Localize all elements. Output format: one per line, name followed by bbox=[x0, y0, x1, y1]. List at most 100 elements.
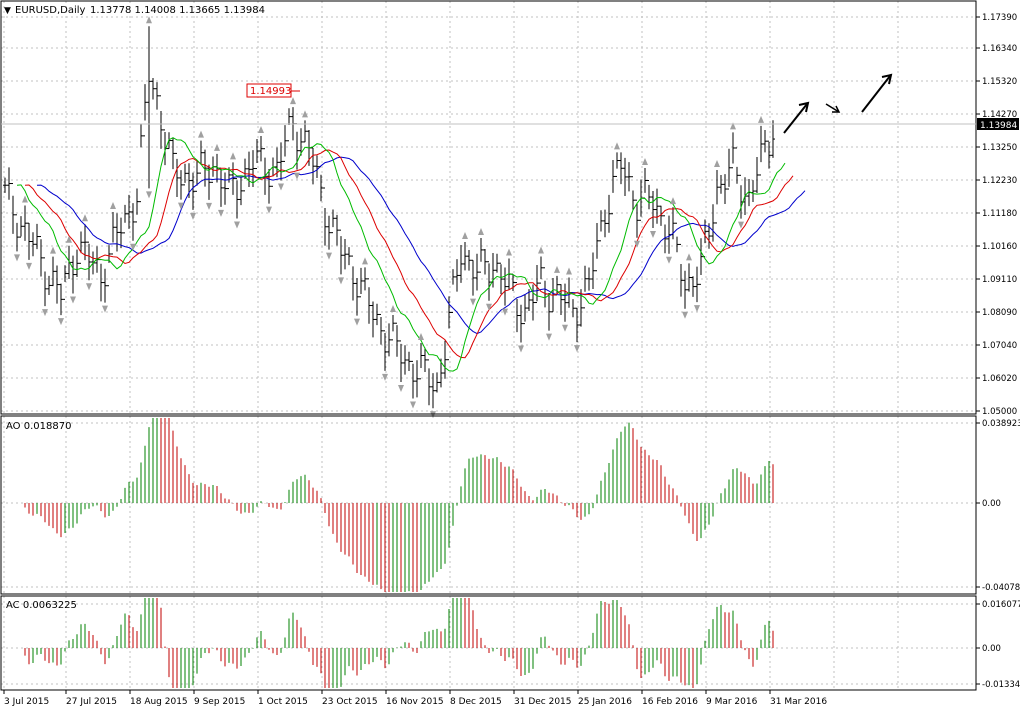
ac-panel-frame[interactable] bbox=[0, 595, 977, 691]
ohlc-label: 1.13778 1.14008 1.13665 1.13984 bbox=[90, 5, 265, 16]
fractal-down-marker bbox=[502, 308, 508, 316]
x-tick-label: 3 Jul 2015 bbox=[4, 697, 49, 707]
alligator-lines bbox=[16, 137, 806, 372]
price-y-tick-label: 1.17390 bbox=[982, 13, 1017, 23]
price-y-tick-label: 1.08090 bbox=[982, 308, 1017, 318]
fractal-up-marker bbox=[670, 197, 676, 205]
x-tick-label: 9 Mar 2016 bbox=[706, 697, 758, 707]
symbol-label: EURUSD,Daily bbox=[15, 5, 86, 16]
x-tick-label: 18 Aug 2015 bbox=[130, 697, 188, 707]
fractal-up-marker bbox=[642, 158, 648, 166]
current-price-badge bbox=[977, 118, 1019, 130]
fractal-down-marker bbox=[382, 373, 388, 381]
fractal-up-marker bbox=[198, 130, 204, 138]
fractal-up-marker bbox=[714, 159, 720, 167]
fractal-up-marker bbox=[462, 232, 468, 240]
fractal-down-marker bbox=[294, 172, 300, 180]
ao-histogram bbox=[24, 418, 774, 592]
fractal-down-marker bbox=[682, 311, 688, 319]
fractal-down-marker bbox=[70, 296, 76, 304]
ao-y-tick-label: 0.00 bbox=[982, 499, 1001, 509]
x-tick-label: 23 Oct 2015 bbox=[322, 697, 378, 707]
ac-title: AC 0.0063225 bbox=[6, 600, 77, 611]
up-right-arrow-icon bbox=[783, 101, 810, 134]
fractal-down-marker bbox=[694, 305, 700, 313]
fractal-down-marker bbox=[486, 303, 492, 311]
fractal-down-marker bbox=[42, 309, 48, 317]
fractal-down-marker bbox=[234, 221, 240, 229]
price-y-tick-label: 1.16340 bbox=[982, 44, 1017, 54]
marker-label: 1.14993 bbox=[250, 86, 291, 97]
fractal-up-marker bbox=[418, 333, 424, 341]
fractal-down-marker bbox=[666, 256, 672, 264]
fractal-down-marker bbox=[146, 191, 152, 199]
x-tick-label: 31 Dec 2015 bbox=[514, 697, 572, 707]
x-tick-label: 16 Nov 2015 bbox=[386, 697, 444, 707]
ao-panel-frame[interactable] bbox=[0, 415, 977, 595]
fractal-down-marker bbox=[518, 345, 524, 353]
fractal-down-marker bbox=[650, 231, 656, 239]
x-tick-label: 31 Mar 2016 bbox=[770, 697, 827, 707]
price-y-tick-label: 1.06020 bbox=[982, 374, 1017, 384]
fractal-down-marker bbox=[218, 209, 224, 217]
dropdown-triangle-icon[interactable]: ▼ bbox=[4, 6, 11, 16]
ao-y-tick-label: -0.040788 bbox=[982, 583, 1020, 593]
x-tick-label: 25 Jan 2016 bbox=[578, 697, 632, 707]
fractal-down-marker bbox=[326, 252, 332, 260]
fractal-up-marker bbox=[566, 267, 572, 275]
up-right-arrow-icon bbox=[861, 73, 893, 113]
ao-y-tick-label: 0.038923 bbox=[982, 419, 1020, 429]
ac-y-tick-label: -0.013346 bbox=[982, 680, 1020, 690]
fractal-up-marker bbox=[290, 97, 296, 105]
fractal-down-marker bbox=[738, 221, 744, 229]
price-panel-frame[interactable] bbox=[0, 0, 977, 415]
fractal-down-marker bbox=[338, 277, 344, 285]
down-right-arrow-icon bbox=[825, 103, 841, 113]
fractal-down-marker bbox=[190, 212, 196, 220]
fractal-up-marker bbox=[538, 246, 544, 254]
x-tick-label: 27 Jul 2015 bbox=[66, 697, 117, 707]
fractal-down-marker bbox=[562, 324, 568, 332]
alligator-teeth-line bbox=[24, 149, 794, 359]
fractal-down-marker bbox=[26, 262, 32, 270]
fractal-down-marker bbox=[430, 411, 436, 419]
fractal-markers bbox=[14, 16, 764, 419]
fractal-down-marker bbox=[546, 333, 552, 341]
fractal-down-marker bbox=[470, 298, 476, 306]
price-y-tick-label: 1.05000 bbox=[982, 407, 1017, 417]
fractal-down-marker bbox=[86, 283, 92, 291]
fractal-down-marker bbox=[130, 243, 136, 251]
fractal-up-marker bbox=[362, 257, 368, 265]
fractal-down-marker bbox=[354, 318, 360, 326]
ac-y-tick-label: 0.00 bbox=[982, 644, 1001, 654]
fractal-down-marker bbox=[58, 318, 64, 326]
fractal-up-marker bbox=[22, 195, 28, 203]
price-y-tick-label: 1.11180 bbox=[982, 209, 1017, 219]
alligator-jaw-line bbox=[36, 156, 806, 335]
fractal-up-marker bbox=[730, 122, 736, 130]
fractal-down-marker bbox=[574, 345, 580, 353]
fractal-up-marker bbox=[302, 110, 308, 118]
price-y-tick-label: 1.07040 bbox=[982, 341, 1017, 351]
price-y-tick-label: 1.09110 bbox=[982, 275, 1017, 285]
ac-y-tick-label: 0.016077 bbox=[982, 600, 1020, 610]
fractal-up-marker bbox=[82, 214, 88, 222]
fractal-up-marker bbox=[258, 126, 264, 134]
price-y-tick-label: 1.15320 bbox=[982, 77, 1017, 87]
ao-title: AO 0.018870 bbox=[6, 421, 71, 432]
ac-histogram bbox=[24, 598, 774, 688]
fractal-up-marker bbox=[686, 253, 692, 261]
x-tick-label: 8 Dec 2015 bbox=[450, 697, 502, 707]
fractal-down-marker bbox=[102, 305, 108, 313]
grid-layer bbox=[1, 1, 976, 690]
current-price-label: 1.13984 bbox=[980, 121, 1017, 131]
fractal-up-marker bbox=[478, 228, 484, 236]
fractal-up-marker bbox=[66, 235, 72, 243]
fractal-up-marker bbox=[614, 142, 620, 150]
fractal-up-marker bbox=[758, 115, 764, 123]
fractal-down-marker bbox=[278, 183, 284, 191]
fractal-up-marker bbox=[50, 246, 56, 254]
fractal-down-marker bbox=[178, 202, 184, 210]
